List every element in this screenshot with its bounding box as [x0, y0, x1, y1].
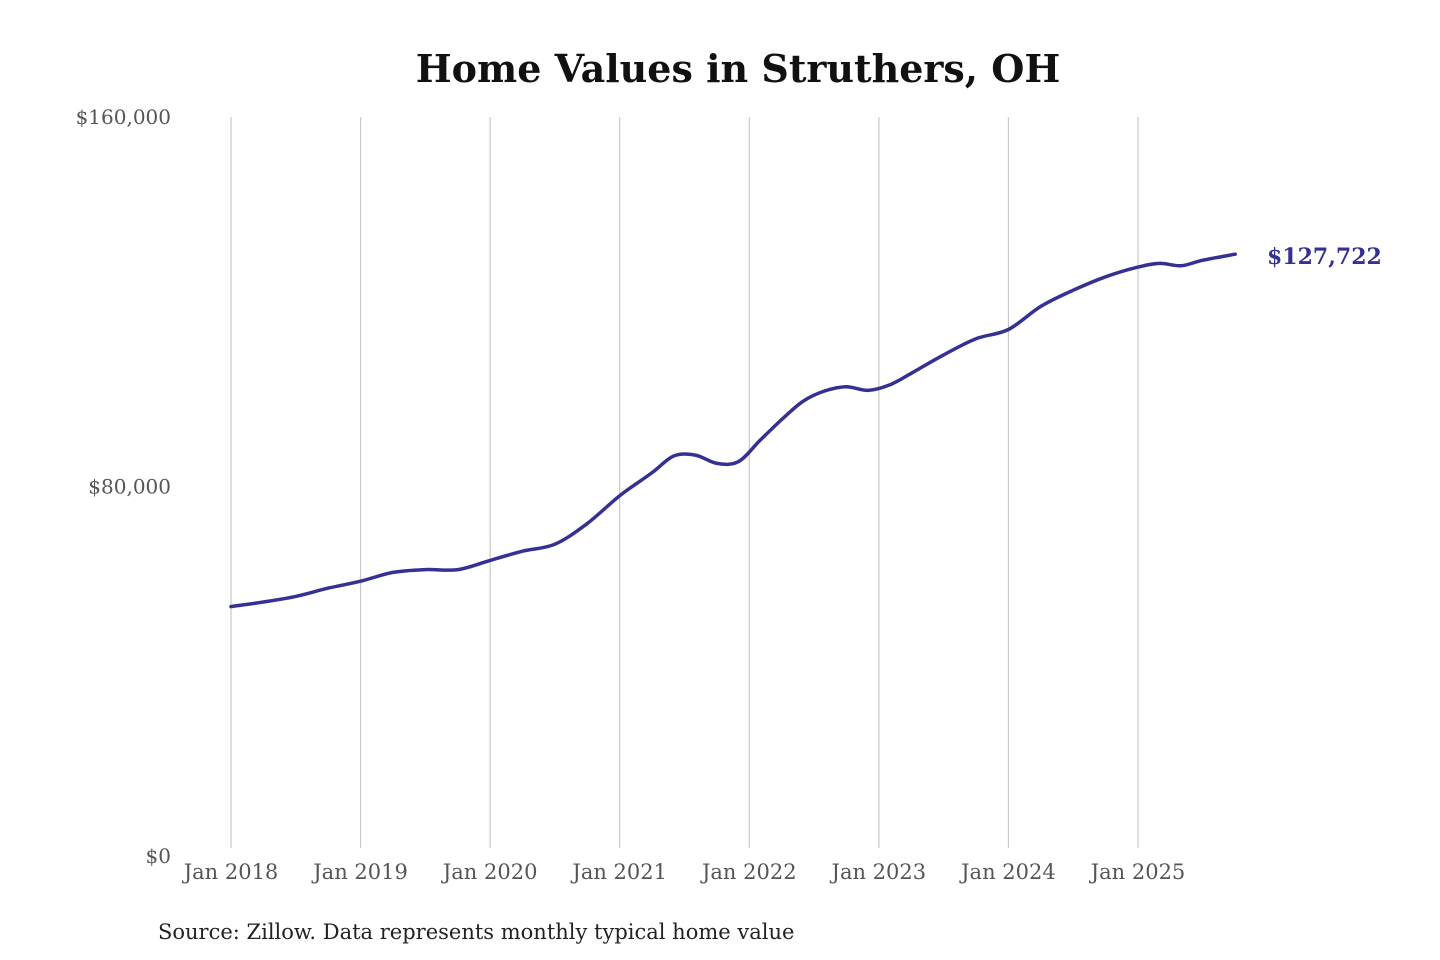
y-tick-label-1: $80,000: [88, 475, 171, 499]
y-tick-label-2: $160,000: [76, 105, 171, 129]
x-tick-label-0: Jan 2018: [182, 860, 279, 884]
x-tick-label-4: Jan 2022: [700, 860, 797, 884]
vertical-gridlines: [230, 117, 1139, 848]
chart-title: Home Values in Struthers, OH: [416, 46, 1061, 91]
x-tick-label-5: Jan 2023: [830, 860, 927, 884]
x-tick-label-7: Jan 2025: [1089, 860, 1186, 884]
source-note: Source: Zillow. Data represents monthly …: [158, 920, 794, 944]
x-tick-label-6: Jan 2024: [959, 860, 1056, 884]
home-value-series-line: [229, 252, 1237, 609]
x-tick-label-3: Jan 2021: [570, 860, 667, 884]
y-axis-tick-labels: $0 $80,000 $160,000: [76, 105, 171, 868]
y-tick-label-0: $0: [146, 844, 171, 868]
x-axis-tick-labels: Jan 2018 Jan 2019 Jan 2020 Jan 2021 Jan 2022…: [182, 860, 1186, 884]
latest-value-label: $127,722: [1267, 244, 1382, 270]
x-tick-label-1: Jan 2019: [311, 860, 408, 884]
x-tick-label-2: Jan 2020: [441, 860, 538, 884]
